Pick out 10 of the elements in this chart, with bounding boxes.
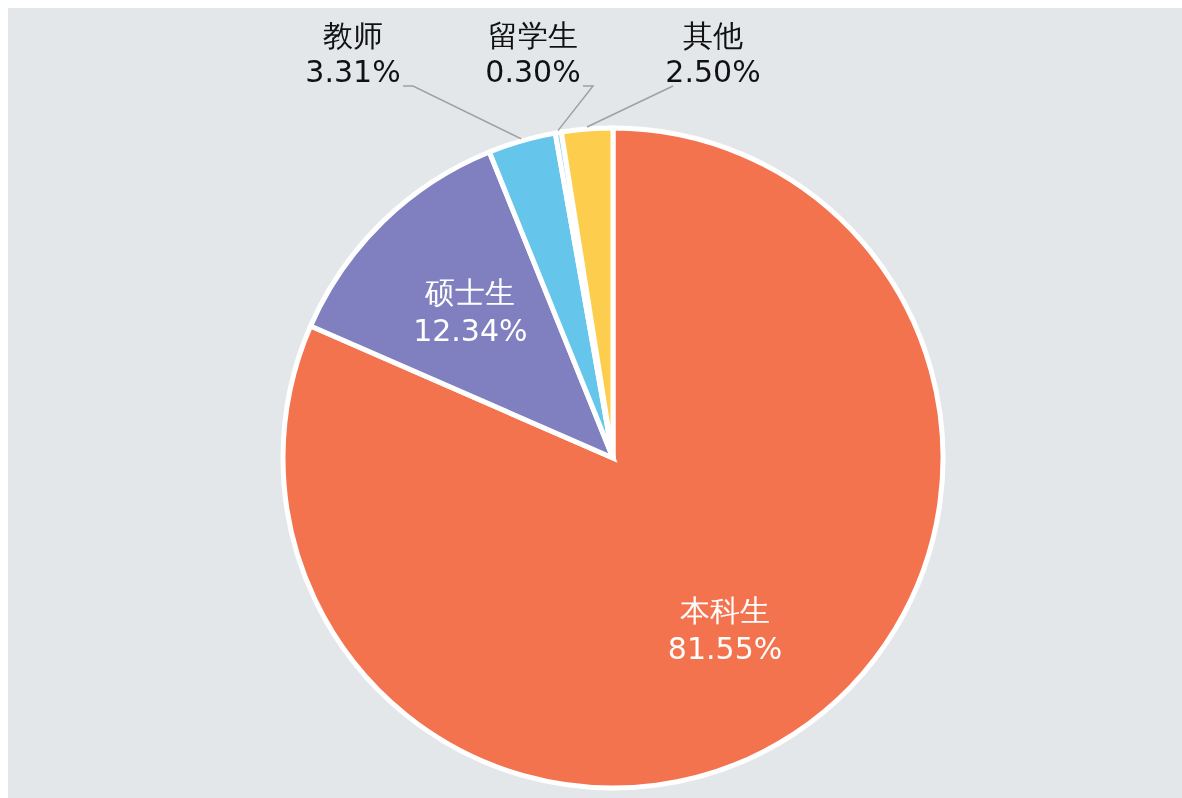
slice-label: 本科生 xyxy=(680,593,771,629)
slice-label: 硕士生 xyxy=(424,275,516,311)
data-label: 0.30% xyxy=(485,54,581,89)
data-label: 2.50% xyxy=(665,54,761,89)
data-label: 3.31% xyxy=(305,54,401,89)
slice-label: 其他 xyxy=(683,18,743,53)
data-label: 81.55% xyxy=(667,631,783,667)
slice-label: 教师 xyxy=(323,18,383,53)
data-label: 12.34% xyxy=(413,313,528,349)
slice-label: 留学生 xyxy=(488,18,578,53)
